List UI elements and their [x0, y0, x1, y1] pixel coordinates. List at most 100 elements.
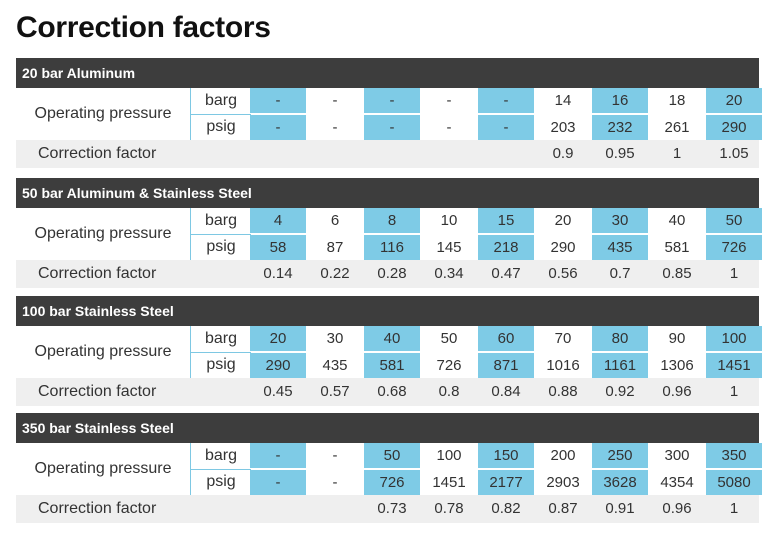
psig-cell: 2177 — [478, 470, 534, 495]
correction-factor-cell: 0.95 — [605, 145, 635, 162]
correction-factor-label: Correction factor — [38, 265, 157, 282]
correction-factor-cell: 1 — [672, 145, 682, 162]
barg-cell: - — [250, 443, 306, 468]
correction-factor-cell — [421, 140, 477, 168]
correction-factor-cell: 0.96 — [662, 383, 692, 400]
pressure-row-barg: barg - - - - -14 16 18 20 — [16, 88, 762, 115]
correction-factor-cell: 0.22 — [320, 265, 350, 282]
barg-cell: 50 — [440, 330, 458, 347]
psig-cell: - — [478, 115, 534, 140]
psig-cell: 581 — [664, 239, 690, 256]
correction-factor-label: Correction factor — [38, 145, 157, 162]
correction-factor-row: Correction factor 0.45 0.57 0.68 0.8 0.84 0.88… — [16, 378, 759, 406]
barg-cell: 100 — [706, 326, 762, 351]
barg-cell: 20 — [706, 88, 762, 113]
psig-cell: 4354 — [660, 474, 694, 491]
barg-cell: 15 — [478, 208, 534, 233]
barg-cell: 100 — [436, 447, 462, 464]
pressure-row-psig: psig 58 87 116 145 218 290 435 581 726 — [16, 234, 762, 260]
psig-cell: 1306 — [660, 357, 694, 374]
correction-factor-cell: 0.82 — [491, 500, 521, 517]
correction-factor-row: Correction factor 0.73 0.78 0.82 0.87 0.91 0.9… — [16, 495, 759, 523]
psig-cell: 871 — [478, 353, 534, 378]
correction-factor-cell: 0.56 — [548, 265, 578, 282]
barg-cell: 20 — [250, 326, 306, 351]
barg-cell: - — [478, 88, 534, 113]
correction-factor-cell: 0.73 — [377, 500, 407, 517]
correction-factor-cell: 0.14 — [263, 265, 293, 282]
barg-cell: 90 — [668, 330, 686, 347]
psig-cell: 726 — [436, 357, 462, 374]
barg-cell: - — [364, 88, 420, 113]
barg-cell: 50 — [706, 208, 762, 233]
correction-factor-row: Correction factor 0.9 0.95 1 1.05 — [16, 140, 759, 168]
operating-pressure-label: Operating pressure — [34, 105, 172, 122]
psig-cell: 290 — [706, 115, 762, 140]
correction-factor-cell — [307, 495, 363, 523]
correction-factor-cell: 0.7 — [609, 265, 631, 282]
psig-cell: 1451 — [706, 353, 762, 378]
correction-factor-cell — [478, 140, 534, 168]
unit-label-psig: psig — [190, 234, 251, 260]
correction-factor-cell: 1 — [729, 265, 739, 282]
correction-factor-cell: 0.96 — [662, 500, 692, 517]
correction-factor-cell: 0.45 — [263, 383, 293, 400]
correction-table-section: 100 bar Stainless Steel Operating pressur… — [16, 296, 762, 406]
barg-cell: 40 — [364, 326, 420, 351]
psig-cell: 232 — [592, 115, 648, 140]
psig-cell: - — [364, 115, 420, 140]
operating-pressure-label: Operating pressure — [34, 225, 172, 242]
barg-cell: 6 — [330, 212, 340, 229]
correction-factor-cell: 1 — [729, 500, 739, 517]
correction-factor-cell: 0.88 — [548, 383, 578, 400]
unit-label-psig: psig — [190, 114, 251, 140]
barg-cell: 30 — [592, 208, 648, 233]
correction-table-section: 50 bar Aluminum & Stainless Steel Operati… — [16, 178, 762, 288]
barg-cell: 70 — [554, 330, 572, 347]
correction-factor-cell: 0.57 — [320, 383, 350, 400]
correction-factor-cell — [250, 140, 306, 168]
barg-cell: 8 — [364, 208, 420, 233]
psig-cell: 218 — [478, 235, 534, 260]
correction-factor-cell: 0.87 — [548, 500, 578, 517]
barg-cell: 10 — [440, 212, 458, 229]
correction-factor-cell: 0.85 — [662, 265, 692, 282]
operating-pressure-label: Operating pressure — [34, 343, 172, 360]
correction-factor-cell: 0.84 — [491, 383, 521, 400]
psig-cell: 290 — [550, 239, 576, 256]
psig-cell: 726 — [706, 235, 762, 260]
psig-cell: 116 — [364, 235, 420, 260]
barg-cell: 250 — [592, 443, 648, 468]
pressure-row-psig: psig 290 435 581 726 871 1016 1161 1306 1451 — [16, 352, 762, 378]
correction-factor-row: Correction factor 0.14 0.22 0.28 0.34 0.47 0.5… — [16, 260, 759, 288]
psig-cell: 435 — [592, 235, 648, 260]
correction-factor-cell: 0.91 — [605, 500, 635, 517]
barg-cell: 350 — [706, 443, 762, 468]
correction-factor-label: Correction factor — [38, 383, 157, 400]
page-title: Correction factors — [16, 11, 271, 44]
correction-factor-cell — [250, 495, 306, 523]
psig-cell: 5080 — [706, 470, 762, 495]
psig-cell: - — [332, 119, 338, 136]
pressure-row-barg: barg - -50 100 150 200 250 300 350 — [16, 443, 762, 470]
correction-factor-cell — [364, 140, 420, 168]
correction-factor-cell: 1 — [729, 383, 739, 400]
barg-cell: 200 — [550, 447, 576, 464]
psig-cell: 145 — [436, 239, 462, 256]
unit-label-barg: barg — [190, 88, 251, 115]
operating-pressure-label: Operating pressure — [34, 460, 172, 477]
barg-cell: - — [446, 92, 452, 109]
psig-cell: - — [332, 474, 338, 491]
psig-cell: 1451 — [432, 474, 466, 491]
barg-cell: 40 — [668, 212, 686, 229]
section-header: 100 bar Stainless Steel — [16, 296, 759, 326]
psig-cell: 726 — [364, 470, 420, 495]
correction-factor-cell — [307, 140, 363, 168]
pressure-row-barg: barg 20 30 40 50 60 70 80 90 100 — [16, 326, 762, 353]
psig-cell: 3628 — [592, 470, 648, 495]
barg-cell: - — [250, 88, 306, 113]
barg-cell: 16 — [592, 88, 648, 113]
correction-factor-cell: 0.78 — [434, 500, 464, 517]
psig-cell: 58 — [250, 235, 306, 260]
psig-cell: 581 — [364, 353, 420, 378]
